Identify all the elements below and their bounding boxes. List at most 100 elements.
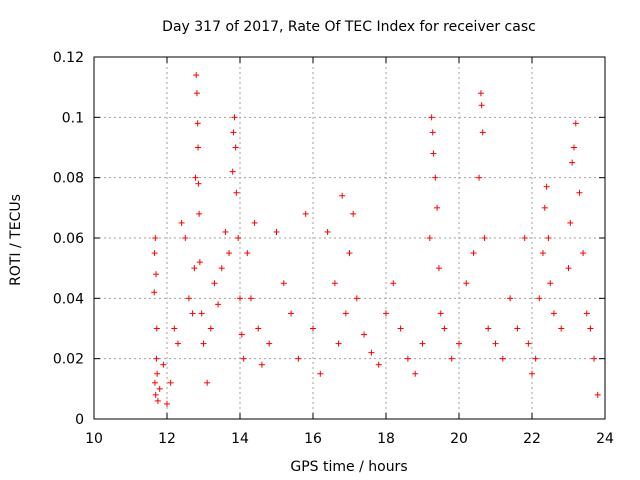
data-point xyxy=(541,204,548,211)
data-point xyxy=(430,150,437,157)
data-point xyxy=(432,174,439,181)
data-point xyxy=(237,295,243,302)
data-point xyxy=(428,114,435,121)
data-point xyxy=(151,250,158,257)
x-tick-labels: 10 12 14 16 18 20 22 24 xyxy=(85,431,614,447)
x-tick-label: 12 xyxy=(158,431,176,447)
y-tick-labels: 0 0.02 0.04 0.06 0.08 0.1 0.12 xyxy=(53,50,84,428)
data-point xyxy=(193,72,200,79)
data-point xyxy=(288,310,295,317)
data-point xyxy=(222,228,229,235)
data-point xyxy=(426,235,433,241)
data-point xyxy=(196,259,203,266)
data-point xyxy=(195,180,202,187)
data-point xyxy=(536,295,543,302)
data-point xyxy=(266,340,273,347)
y-tick-label: 0.12 xyxy=(53,50,84,66)
data-point xyxy=(587,325,594,332)
data-point xyxy=(164,400,170,407)
data-point xyxy=(200,340,207,347)
data-point xyxy=(470,250,477,257)
data-point xyxy=(478,102,485,109)
data-point xyxy=(419,340,426,347)
data-point xyxy=(429,129,436,136)
data-point xyxy=(368,349,375,356)
data-point xyxy=(152,235,159,241)
data-point xyxy=(539,250,546,257)
data-point xyxy=(412,370,419,377)
data-point xyxy=(569,159,576,166)
data-point xyxy=(154,397,161,404)
data-point xyxy=(565,265,572,272)
data-point xyxy=(258,361,265,368)
data-point xyxy=(207,325,214,332)
data-point xyxy=(361,331,368,338)
data-point xyxy=(350,210,357,217)
y-axis-label: ROTI / TECUs xyxy=(8,194,24,286)
data-point xyxy=(317,370,324,377)
data-point xyxy=(525,340,532,347)
data-point xyxy=(230,129,237,136)
data-point xyxy=(195,144,202,151)
data-point xyxy=(529,370,535,377)
data-point xyxy=(476,174,483,181)
data-point xyxy=(171,325,178,332)
x-tick-label: 18 xyxy=(377,431,395,447)
data-point xyxy=(235,235,242,241)
data-point xyxy=(397,325,404,332)
data-point xyxy=(255,325,262,332)
x-axis-label: GPS time / hours xyxy=(290,459,407,475)
x-tick-label: 10 xyxy=(85,431,103,447)
y-tick-label: 0.06 xyxy=(53,231,84,247)
data-point xyxy=(375,361,382,368)
data-point xyxy=(558,325,565,332)
data-point xyxy=(335,340,342,347)
data-point xyxy=(463,280,470,287)
data-point xyxy=(189,310,196,317)
x-tick-label: 16 xyxy=(304,431,322,447)
data-point xyxy=(342,310,349,317)
data-point xyxy=(576,189,583,196)
data-point xyxy=(437,310,444,317)
y-tick-label: 0.08 xyxy=(53,171,84,187)
data-point xyxy=(591,355,598,362)
data-point xyxy=(550,310,557,317)
data-point xyxy=(198,310,205,317)
data-point xyxy=(238,331,245,338)
data-point xyxy=(547,280,554,287)
data-point xyxy=(481,235,488,241)
data-point xyxy=(390,280,397,287)
data-point xyxy=(434,204,441,211)
data-point xyxy=(331,280,338,287)
data-point xyxy=(215,301,222,308)
y-tick-label: 0.04 xyxy=(53,291,84,307)
data-point xyxy=(532,355,539,362)
data-point xyxy=(229,168,236,175)
data-point xyxy=(151,289,158,296)
data-point xyxy=(178,219,185,226)
data-point xyxy=(302,210,309,217)
data-point xyxy=(477,90,484,97)
data-point xyxy=(218,265,225,272)
data-point xyxy=(182,235,189,241)
data-point xyxy=(479,129,486,136)
x-tick-label: 22 xyxy=(523,431,541,447)
data-point xyxy=(211,280,218,287)
data-point xyxy=(441,325,448,332)
data-points xyxy=(151,72,601,407)
data-point xyxy=(233,189,240,196)
y-tick-label: 0 xyxy=(75,412,84,428)
data-point xyxy=(174,340,181,347)
data-point xyxy=(514,325,521,332)
y-tick-label: 0.02 xyxy=(53,352,84,368)
chart-title: Day 317 of 2017, Rate Of TEC Index for r… xyxy=(162,19,536,35)
data-point xyxy=(583,310,590,317)
data-point xyxy=(244,250,251,257)
data-point xyxy=(240,355,247,362)
data-point xyxy=(521,235,528,241)
data-point xyxy=(543,183,550,190)
data-point xyxy=(153,271,160,278)
x-tick-label: 24 xyxy=(596,431,614,447)
